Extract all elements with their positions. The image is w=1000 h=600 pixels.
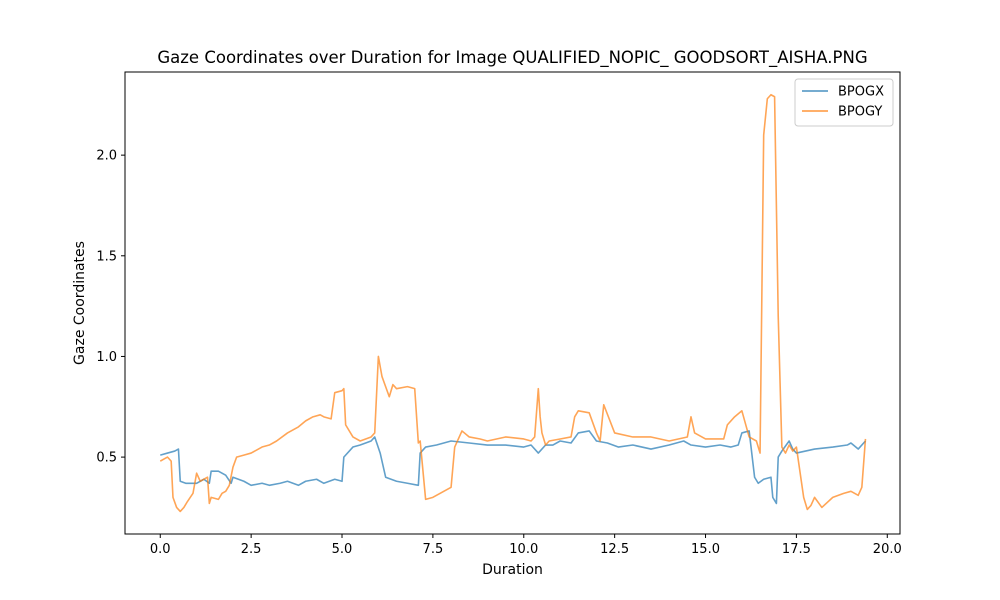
x-tick-label: 12.5	[600, 542, 629, 557]
plot-frame	[124, 71, 901, 535]
y-tick-label: 1.5	[96, 249, 117, 264]
y-tick-label: 0.5	[96, 451, 117, 466]
legend-label-bpogy: BPOGY	[838, 105, 882, 120]
x-tick-label: 0.0	[150, 542, 171, 557]
x-tick-label: 20.0	[873, 542, 902, 557]
legend-label-bpogx: BPOGX	[838, 85, 884, 100]
x-tick-label: 10.0	[509, 542, 538, 557]
legend: BPOGX BPOGY	[794, 78, 894, 127]
x-tick-label: 15.0	[691, 542, 720, 557]
x-tick-label: 7.5	[423, 542, 444, 557]
series-line-bpogx	[160, 430, 867, 505]
x-tick-label: 2.5	[241, 542, 262, 557]
x-tick-label: 17.5	[782, 542, 811, 557]
x-axis-label: Duration	[482, 562, 543, 578]
y-tick-label: 1.0	[96, 350, 117, 365]
y-axis-label: Gaze Coordinates	[72, 241, 88, 365]
series-line-bpogy	[159, 93, 867, 513]
y-tick-label: 2.0	[96, 149, 117, 164]
x-tick-label: 5.0	[332, 542, 353, 557]
chart-title: Gaze Coordinates over Duration for Image…	[157, 48, 867, 68]
